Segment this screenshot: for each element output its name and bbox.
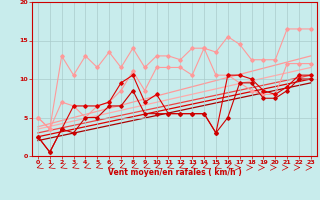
X-axis label: Vent moyen/en rafales ( km/h ): Vent moyen/en rafales ( km/h ) (108, 168, 241, 177)
